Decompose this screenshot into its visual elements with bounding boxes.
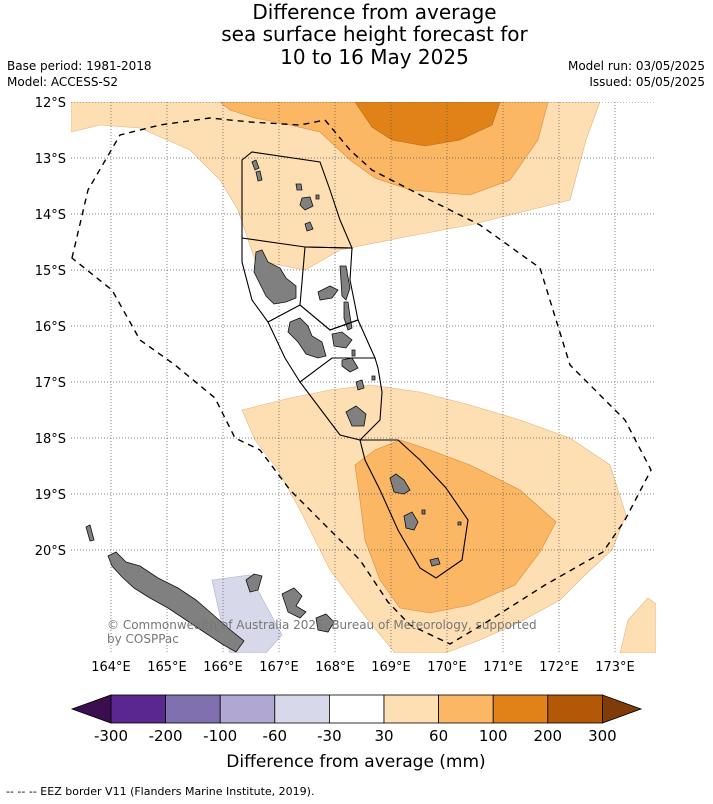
cb-tick-300: 300 (588, 727, 617, 745)
efate (345, 405, 367, 427)
ambrym (331, 331, 353, 349)
lon-label-167e: 167°E (259, 660, 299, 675)
gridlines (71, 102, 656, 653)
cb-tick-100: 100 (479, 727, 508, 745)
malekula (287, 317, 327, 359)
aniwa (421, 509, 426, 515)
lon-label-173e: 173°E (595, 660, 635, 675)
tafea-province-border (359, 439, 469, 579)
loyalty-island-ouvea (245, 573, 263, 593)
model-text: Model: ACCESS-S2 (7, 75, 119, 89)
cb-tick-neg30: -30 (317, 727, 342, 745)
loyalty-island-lifou (281, 587, 307, 619)
lon-label-169e: 169°E (371, 660, 411, 675)
colorbar-swatch-4 (274, 694, 330, 724)
aoba (317, 285, 339, 301)
lon-label-170e: 170°E (427, 660, 467, 675)
lon-label-172e: 172°E (539, 660, 579, 675)
belep-island (85, 524, 95, 542)
credit-line-2: by COSPPac (107, 632, 179, 646)
latitude-labels: 12°S 13°S 14°S 15°S 16°S 17°S 18°S 19°S … (35, 96, 66, 559)
lat-label-20s: 20°S (35, 544, 66, 559)
merelava (315, 194, 320, 200)
lon-label-171e: 171°E (483, 660, 523, 675)
torba-province-border (241, 151, 353, 249)
colorbar-swatch-3 (219, 694, 276, 724)
cb-tick-30: 30 (374, 727, 393, 745)
lat-label-12s: 12°S (35, 96, 66, 111)
lat-label-17s: 17°S (35, 376, 66, 391)
lon-label-168e: 168°E (315, 660, 355, 675)
colorbar-swatch-5 (328, 694, 385, 724)
torres-islands (251, 159, 263, 182)
maewo (339, 265, 351, 301)
new-caledonia (107, 551, 245, 653)
vanua-lava (295, 183, 303, 191)
meta-left: Base period: 1981-2018 Model: ACCESS-S2 (7, 58, 152, 90)
cb-tick-neg60: -60 (263, 727, 288, 745)
title-line-3: 10 to 16 May 2025 (280, 45, 469, 69)
colorbar-swatch-2 (165, 694, 221, 724)
eez-footnote: -- -- -- EEZ border V11 (Flanders Marine… (6, 785, 315, 798)
colorbar-title: Difference from average (mm) (226, 752, 485, 772)
anomaly-30-60-southeast (619, 597, 656, 653)
colorbar-ticks: -300 -200 -100 -60 -30 30 60 100 200 300 (94, 727, 617, 745)
cb-tick-neg100: -100 (203, 727, 237, 745)
cb-tick-neg300: -300 (94, 727, 128, 745)
colorbar-swatch-7 (438, 694, 494, 724)
colorbar-arrow-high (602, 694, 643, 724)
cb-tick-neg200: -200 (149, 727, 183, 745)
cb-tick-200: 200 (533, 727, 562, 745)
lat-label-13s: 13°S (35, 152, 66, 167)
base-period-text: Base period: 1981-2018 (7, 59, 152, 73)
colorbar-swatch-6 (383, 694, 439, 724)
colorbar-swatch-8 (492, 694, 549, 724)
title-line-1: Difference from average (252, 0, 497, 24)
longitude-labels: 164°E 165°E 166°E 167°E 168°E 169°E 170°… (91, 660, 635, 675)
maewo-small (304, 221, 314, 232)
gaua (299, 196, 314, 211)
lat-label-14s: 14°S (35, 208, 66, 223)
meta-right: Model run: 03/05/2025 Issued: 05/05/2025 (568, 58, 705, 90)
sanma-province-border (241, 238, 306, 323)
title-line-2: sea surface height forecast for (221, 22, 528, 46)
province-boundaries (241, 151, 469, 579)
shefa-province-border (299, 357, 383, 441)
colorbar-swatch-9 (547, 694, 603, 724)
aneityum (429, 557, 441, 567)
tanna (403, 511, 419, 531)
cb-tick-60: 60 (429, 727, 448, 745)
land-masses (85, 159, 462, 653)
paama (351, 349, 356, 357)
model-run-text: Model run: 03/05/2025 (567, 59, 705, 73)
lat-label-19s: 19°S (35, 488, 66, 503)
lat-label-16s: 16°S (35, 320, 66, 335)
issued-text: Issued: 05/05/2025 (589, 75, 705, 89)
colorbar-swatch-1 (110, 694, 166, 724)
lat-label-15s: 15°S (35, 264, 66, 279)
shepherd-islands (355, 375, 376, 391)
erromango (389, 473, 411, 495)
credit-line-1: © Commonwealth of Australia 2025, Bureau… (107, 618, 537, 632)
lon-label-166e: 166°E (203, 660, 243, 675)
colorbar (70, 694, 643, 724)
eez-border (71, 117, 652, 645)
lat-label-18s: 18°S (35, 432, 66, 447)
map-area: © Commonwealth of Australia 2025, Bureau… (71, 102, 656, 653)
loyalty-island-mare (315, 613, 335, 633)
lon-label-165e: 165°E (147, 660, 187, 675)
espiritu-santo (253, 249, 297, 305)
futuna (457, 521, 462, 526)
colorbar-arrow-low (70, 694, 112, 724)
lon-label-164e: 164°E (91, 660, 131, 675)
